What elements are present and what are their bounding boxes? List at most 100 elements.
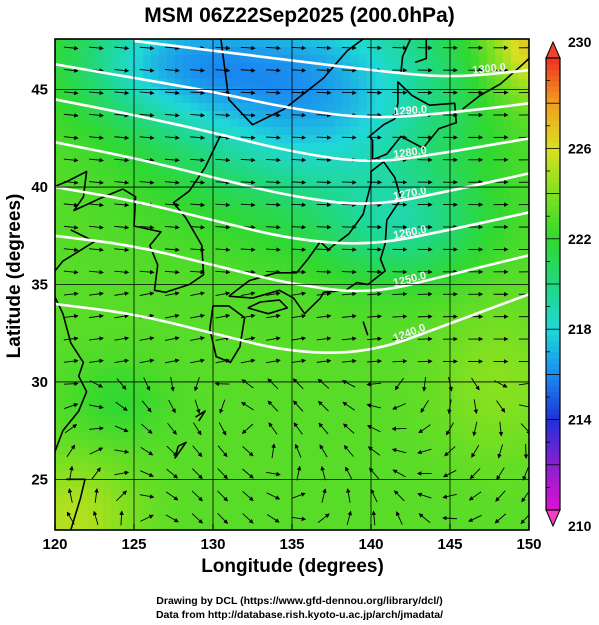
- wind-arrow: [316, 157, 332, 163]
- wind-arrow: [215, 202, 231, 208]
- y-tick-label: 25: [31, 471, 48, 488]
- wind-arrow: [194, 399, 201, 414]
- wind-arrow: [164, 90, 180, 96]
- wind-arrow: [293, 400, 304, 412]
- wind-arrow: [341, 358, 357, 364]
- y-tick-label: 35: [31, 277, 48, 294]
- wind-arrow: [291, 247, 307, 252]
- wind-arrow: [190, 180, 206, 185]
- coastline-segment: [55, 229, 96, 454]
- wind-arrow: [164, 180, 180, 185]
- wind-arrow: [240, 68, 256, 73]
- wind-arrow: [523, 444, 529, 459]
- colorbar-tick-label: 214: [568, 412, 592, 428]
- wind-arrow: [215, 313, 231, 319]
- wind-arrow: [63, 314, 79, 319]
- wind-arrow: [190, 358, 205, 364]
- coastline-segment: [362, 321, 369, 336]
- x-tick-label: 125: [121, 536, 146, 553]
- wind-arrow: [316, 358, 332, 364]
- wind-arrow: [417, 492, 432, 499]
- wind-arrow: [114, 291, 130, 296]
- y-tick-label: 45: [31, 82, 48, 99]
- colorbar-tick-label: 210: [568, 518, 592, 534]
- y-tick-label: 30: [31, 374, 48, 391]
- wind-arrow: [420, 400, 429, 413]
- wind-arrow: [165, 514, 179, 523]
- wind-arrow: [366, 403, 382, 409]
- wind-arrow: [194, 377, 200, 392]
- wind-arrow: [114, 180, 130, 185]
- wind-arrow: [164, 45, 180, 51]
- wind-arrow: [139, 180, 155, 185]
- colorbar-tick-label: 230: [568, 34, 592, 50]
- credit-line-data: Data from http://database.rish.kyoto-u.a…: [155, 609, 444, 621]
- wind-arrow: [63, 225, 79, 230]
- wind-arrow: [266, 157, 281, 163]
- wind-arrow: [240, 135, 256, 140]
- wind-arrow: [215, 135, 231, 140]
- wind-arrow: [240, 180, 256, 185]
- wind-arrow: [291, 157, 307, 163]
- wind-arrow: [316, 112, 332, 118]
- chart-title: MSM 06Z22Sep2025 (200.0hPa): [144, 4, 455, 27]
- wind-arrow: [115, 401, 128, 411]
- wind-arrow: [367, 336, 383, 342]
- wind-arrow: [316, 202, 332, 208]
- wind-arrow: [116, 490, 127, 502]
- wind-arrow: [266, 358, 281, 364]
- wind-arrow: [291, 358, 307, 364]
- wind-arrow: [164, 113, 180, 118]
- x-tick-label: 150: [516, 536, 541, 553]
- coastline-segment: [55, 170, 124, 212]
- wind-arrow: [240, 291, 256, 296]
- wind-arrow: [190, 313, 205, 319]
- wind-arrow: [190, 336, 205, 341]
- wind-arrow: [89, 113, 104, 118]
- wind-arrow: [89, 90, 104, 96]
- wind-arrow: [422, 376, 427, 392]
- wind-arrow: [497, 444, 504, 459]
- wind-arrow: [164, 291, 180, 297]
- wind-arrow: [63, 157, 79, 163]
- wind-arrow: [89, 225, 104, 230]
- wind-arrow: [471, 377, 480, 391]
- wind-arrow: [89, 291, 104, 296]
- wind-arrow: [346, 488, 351, 503]
- wind-arrow: [266, 202, 281, 208]
- wind-arrow: [345, 466, 353, 480]
- wind-arrow: [114, 113, 130, 118]
- wind-arrow: [64, 424, 78, 434]
- wind-arrow: [240, 157, 256, 163]
- wind-arrow: [164, 68, 180, 73]
- wind-arrow: [89, 358, 104, 364]
- wind-arrow: [63, 381, 79, 386]
- wind-arrow: [164, 157, 180, 163]
- wind-arrow: [89, 247, 104, 253]
- wind-arrow: [266, 90, 281, 96]
- contour-line: [55, 185, 529, 245]
- x-tick-label: 145: [437, 536, 462, 553]
- wind-arrow: [342, 401, 355, 411]
- wind-arrow: [89, 180, 104, 185]
- wind-arrow: [496, 467, 505, 481]
- wind-arrow: [472, 421, 478, 437]
- wind-arrow: [392, 336, 408, 342]
- wind-arrow: [215, 291, 231, 297]
- wind-arrow: [316, 291, 332, 297]
- wind-arrow: [266, 492, 281, 500]
- y-tick-label: 40: [31, 179, 48, 196]
- wind-arrow: [114, 313, 130, 319]
- wind-arrow: [139, 291, 155, 296]
- contour-line: [133, 39, 529, 78]
- wind-arrow: [215, 336, 231, 341]
- wind-arrow: [89, 336, 104, 341]
- wind-arrow: [522, 466, 529, 481]
- wind-arrow: [89, 313, 104, 319]
- wind-arrow: [241, 402, 254, 411]
- wind-arrow: [119, 510, 124, 526]
- wind-arrow: [266, 313, 281, 319]
- wind-arrow: [343, 444, 354, 457]
- wind-arrow: [63, 45, 79, 51]
- wind-arrow: [164, 336, 180, 341]
